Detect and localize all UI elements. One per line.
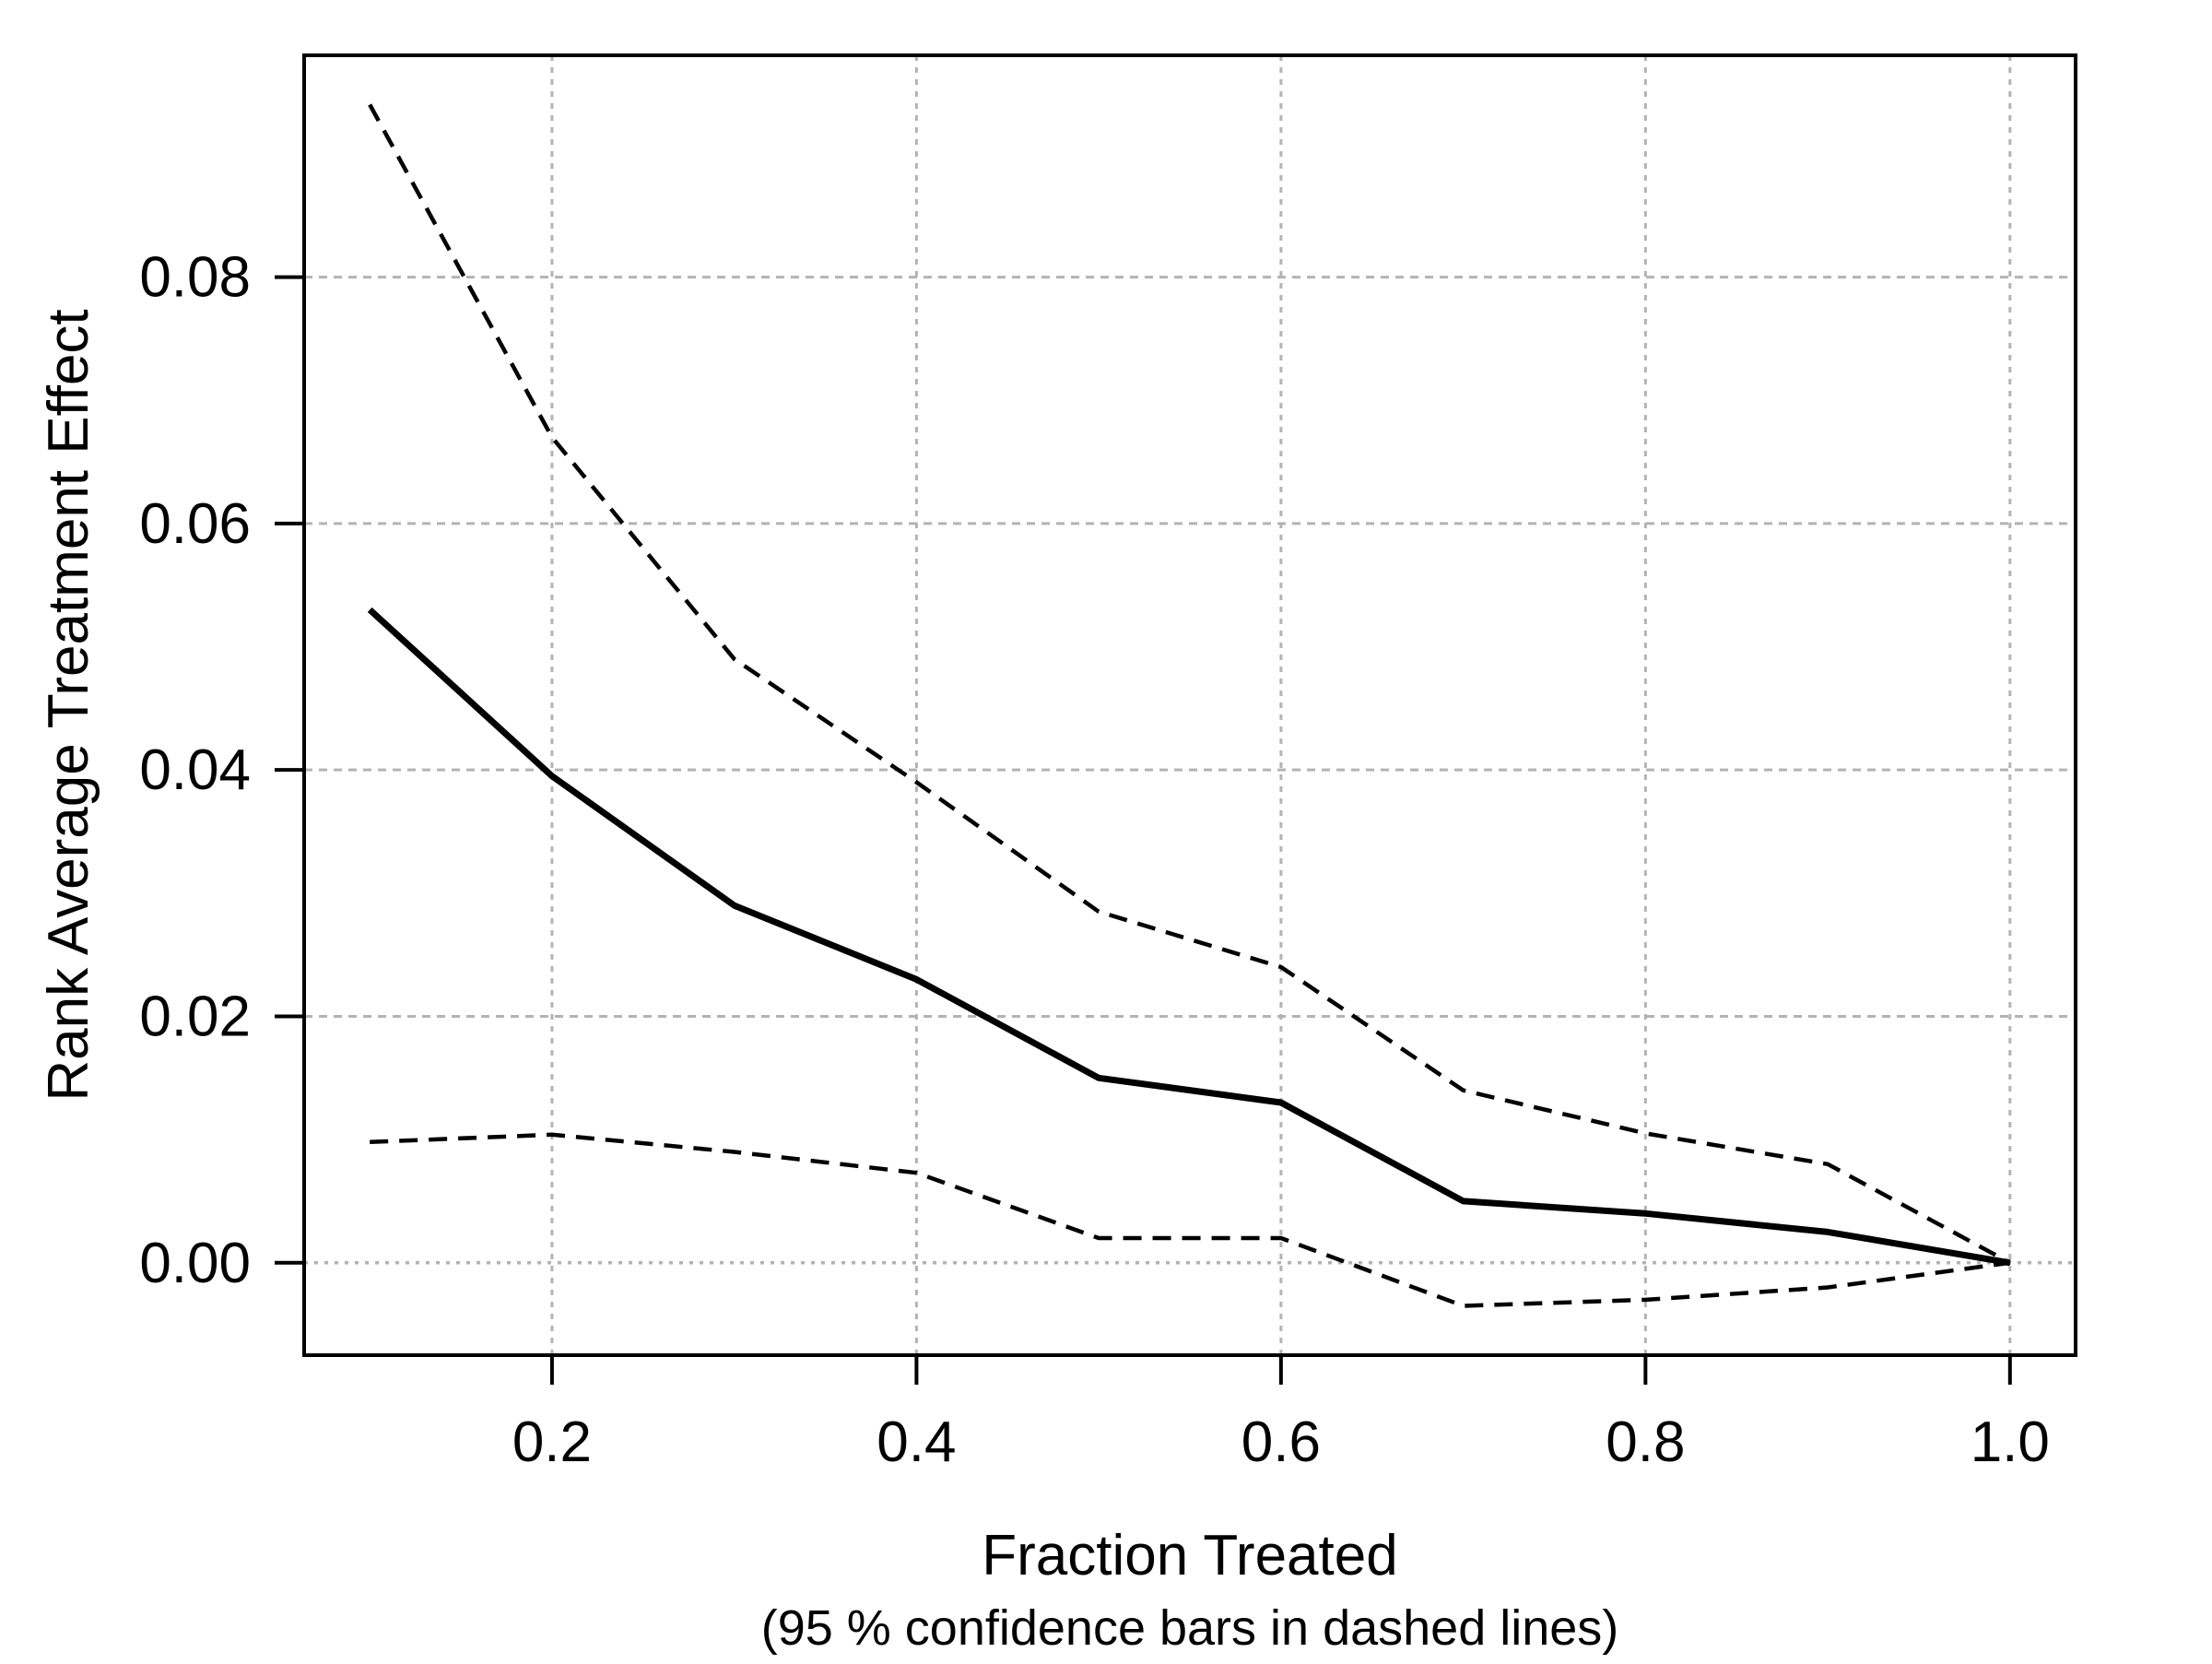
x-tick-label: 1.0 <box>1971 1410 2050 1474</box>
data-series-layer <box>367 103 2011 1308</box>
x-tick-label: 0.2 <box>512 1410 592 1474</box>
y-axis-ticks: 0.00 0.02 0.04 0.06 0.08 <box>139 246 304 1295</box>
x-axis-title: Fraction Treated <box>982 1524 1397 1587</box>
x-tick-label: 0.4 <box>877 1410 956 1474</box>
x-axis-ticks: 0.2 0.4 0.6 0.8 1.0 <box>512 1355 2050 1474</box>
y-tick-label: 0.00 <box>139 1232 251 1295</box>
upper-ci-line <box>368 103 2011 1265</box>
y-tick-label: 0.02 <box>139 985 251 1048</box>
x-tick-label: 0.6 <box>1241 1410 1321 1474</box>
y-tick-label: 0.06 <box>139 492 251 556</box>
lower-ci-line <box>370 1132 2011 1308</box>
y-tick-label: 0.04 <box>139 738 251 802</box>
y-tick-label: 0.08 <box>139 246 251 310</box>
estimate-line <box>367 607 2011 1267</box>
x-tick-label: 0.8 <box>1606 1410 1685 1474</box>
gridlines <box>304 55 2076 1355</box>
plot-frame <box>302 53 2077 1357</box>
y-axis-title: Rank Average Treatment Effect <box>37 309 100 1101</box>
x-axis-subtitle: (95 % confidence bars in dashed lines) <box>761 1600 1619 1656</box>
